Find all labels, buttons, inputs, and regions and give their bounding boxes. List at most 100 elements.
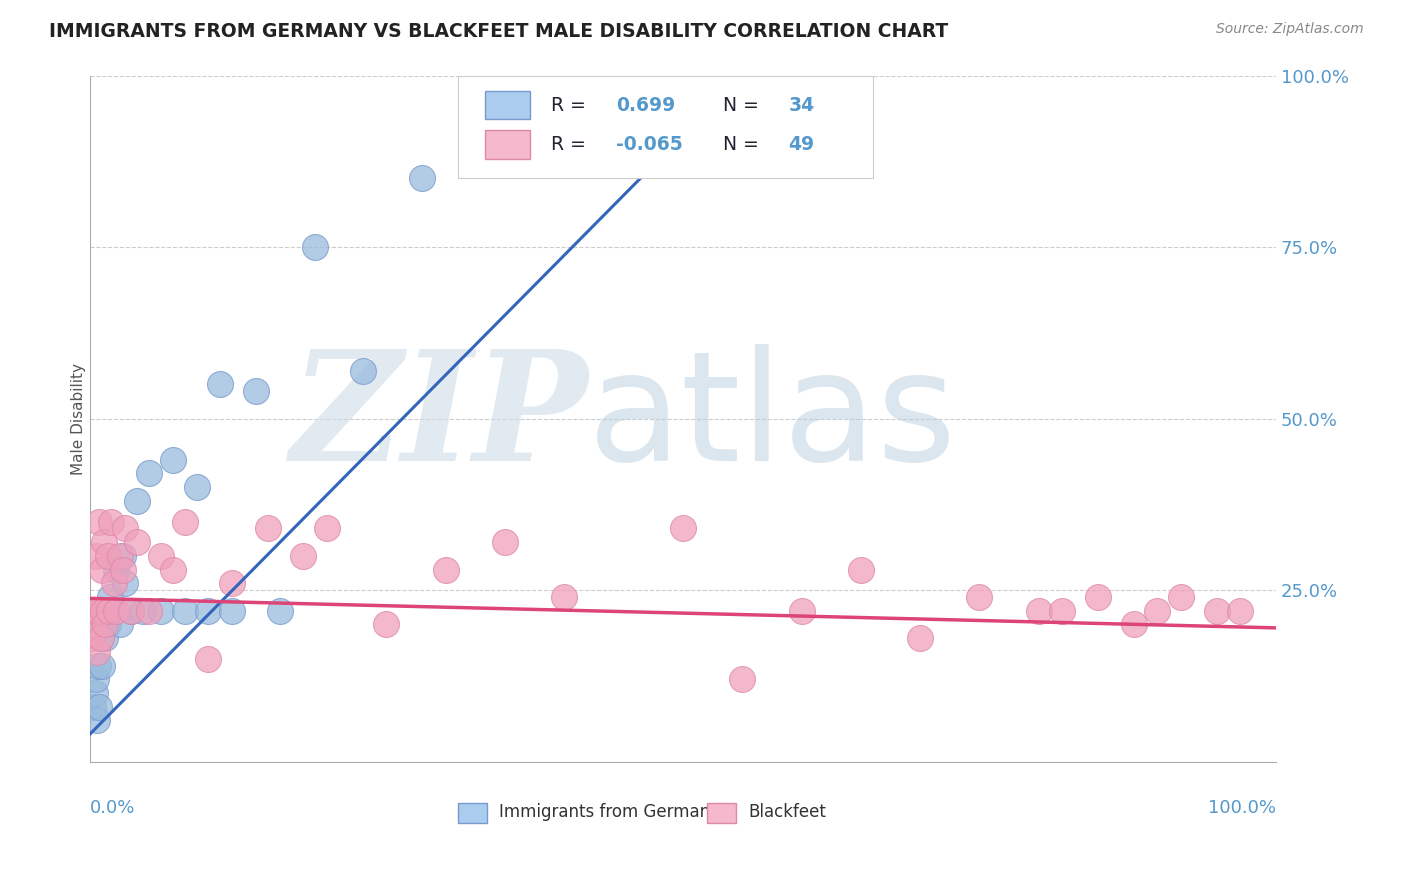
Point <box>97 617 120 632</box>
Point <box>197 652 219 666</box>
Point <box>908 631 931 645</box>
Point <box>245 384 267 399</box>
Text: 34: 34 <box>789 95 814 114</box>
Point <box>969 590 991 604</box>
Point <box>127 494 149 508</box>
Point <box>83 604 105 618</box>
Text: -0.065: -0.065 <box>616 135 683 153</box>
Text: 0.0%: 0.0% <box>90 799 135 817</box>
Point <box>173 604 195 618</box>
Text: atlas: atlas <box>588 344 957 493</box>
Point <box>672 521 695 535</box>
Point <box>83 686 105 700</box>
Point <box>1028 604 1050 618</box>
Point <box>103 576 125 591</box>
Text: ZIP: ZIP <box>290 344 588 493</box>
Point <box>94 631 117 645</box>
Point <box>375 617 398 632</box>
Text: 49: 49 <box>789 135 814 153</box>
Point <box>132 604 155 618</box>
Point <box>98 590 121 604</box>
Point <box>1146 604 1168 618</box>
FancyBboxPatch shape <box>485 129 530 159</box>
Point <box>304 240 326 254</box>
Point <box>108 617 131 632</box>
Point <box>114 521 136 535</box>
FancyBboxPatch shape <box>457 76 873 178</box>
FancyBboxPatch shape <box>457 803 488 823</box>
Point <box>553 590 575 604</box>
Point <box>114 576 136 591</box>
Text: IMMIGRANTS FROM GERMANY VS BLACKFEET MALE DISABILITY CORRELATION CHART: IMMIGRANTS FROM GERMANY VS BLACKFEET MAL… <box>49 22 949 41</box>
Point <box>86 645 108 659</box>
Point <box>108 549 131 563</box>
Point <box>84 549 107 563</box>
Point <box>269 604 291 618</box>
Point <box>1170 590 1192 604</box>
Point <box>162 452 184 467</box>
Point <box>89 631 111 645</box>
Point <box>221 576 243 591</box>
Point <box>209 377 232 392</box>
Point <box>790 604 813 618</box>
Text: 0.699: 0.699 <box>616 95 676 114</box>
Point <box>292 549 315 563</box>
Point <box>150 549 173 563</box>
Text: Source: ZipAtlas.com: Source: ZipAtlas.com <box>1216 22 1364 37</box>
Point <box>849 563 872 577</box>
Point <box>112 549 135 563</box>
Point <box>197 604 219 618</box>
Text: R =: R = <box>551 135 586 153</box>
Point <box>256 521 278 535</box>
Point <box>93 535 115 549</box>
Point <box>82 699 104 714</box>
Point <box>352 363 374 377</box>
Y-axis label: Male Disability: Male Disability <box>72 362 86 475</box>
Point <box>1205 604 1227 618</box>
Point <box>150 604 173 618</box>
Point <box>86 714 108 728</box>
FancyBboxPatch shape <box>707 803 737 823</box>
Point <box>494 535 516 549</box>
Point <box>89 515 111 529</box>
Point <box>82 617 104 632</box>
Point <box>97 604 120 618</box>
Point <box>1052 604 1074 618</box>
Text: 100.0%: 100.0% <box>1208 799 1277 817</box>
Point <box>87 604 110 618</box>
Text: Blackfeet: Blackfeet <box>748 803 825 821</box>
Point <box>173 515 195 529</box>
Point <box>100 515 122 529</box>
Point <box>434 563 457 577</box>
Point <box>104 604 127 618</box>
Point <box>138 467 160 481</box>
Point <box>162 563 184 577</box>
Point <box>112 563 135 577</box>
Point <box>221 604 243 618</box>
Point <box>1122 617 1144 632</box>
Point <box>731 673 754 687</box>
Point <box>411 171 433 186</box>
Text: N =: N = <box>723 95 759 114</box>
Text: R =: R = <box>551 95 586 114</box>
Point <box>84 673 107 687</box>
Point <box>89 699 111 714</box>
Point <box>103 604 125 618</box>
Point <box>90 658 112 673</box>
Point <box>97 549 120 563</box>
Point <box>120 604 142 618</box>
Point <box>90 617 112 632</box>
Point <box>89 631 111 645</box>
Point <box>82 631 104 645</box>
Point <box>127 535 149 549</box>
Point <box>186 480 208 494</box>
Point <box>1087 590 1109 604</box>
Point <box>104 563 127 577</box>
Point <box>94 617 117 632</box>
Text: Immigrants from Germany: Immigrants from Germany <box>499 803 720 821</box>
Point <box>87 658 110 673</box>
Point <box>138 604 160 618</box>
Point <box>91 604 114 618</box>
Point <box>93 604 115 618</box>
Point <box>316 521 339 535</box>
